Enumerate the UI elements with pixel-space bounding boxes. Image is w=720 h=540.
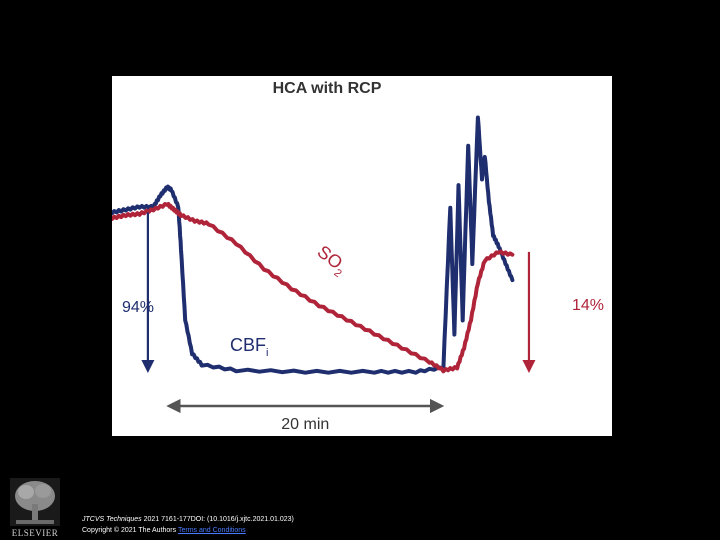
- copyright-line: Copyright © 2021 The Authors Terms and C…: [82, 525, 294, 536]
- copyright-text: Copyright © 2021 The Authors: [82, 527, 177, 534]
- elsevier-logo: ELSEVIER: [6, 478, 64, 538]
- duration-label: 20 min: [281, 416, 329, 433]
- cbf-series-label: CBFi: [230, 335, 268, 359]
- left-percent-label: 94%: [122, 299, 154, 316]
- chart-title: HCA with RCP: [273, 80, 382, 97]
- so2-series-line: [112, 202, 515, 374]
- citation: JTCVS Techniques 2021 7161-177DOI: (10.1…: [82, 514, 294, 536]
- cbf-series-line: [112, 115, 515, 375]
- elsevier-wordmark: ELSEVIER: [11, 528, 59, 538]
- terms-link[interactable]: Terms and Conditions: [177, 527, 246, 534]
- hca-rcp-chart: HCA with RCP 94% 14% CBFi SO2 20 min: [112, 80, 604, 433]
- right-percent-label: 14%: [572, 297, 604, 314]
- journal-name: JTCVS Techniques: [82, 516, 142, 523]
- so2-series-label: SO2: [311, 241, 351, 280]
- citation-line: JTCVS Techniques 2021 7161-177DOI: (10.1…: [82, 514, 294, 525]
- figure-panel: HCA with RCP 94% 14% CBFi SO2 20 min: [112, 76, 612, 436]
- elsevier-tree-icon: [10, 478, 60, 526]
- citation-details: 2021 7161-177DOI: (10.1016/j.xjtc.2021.0…: [141, 516, 294, 523]
